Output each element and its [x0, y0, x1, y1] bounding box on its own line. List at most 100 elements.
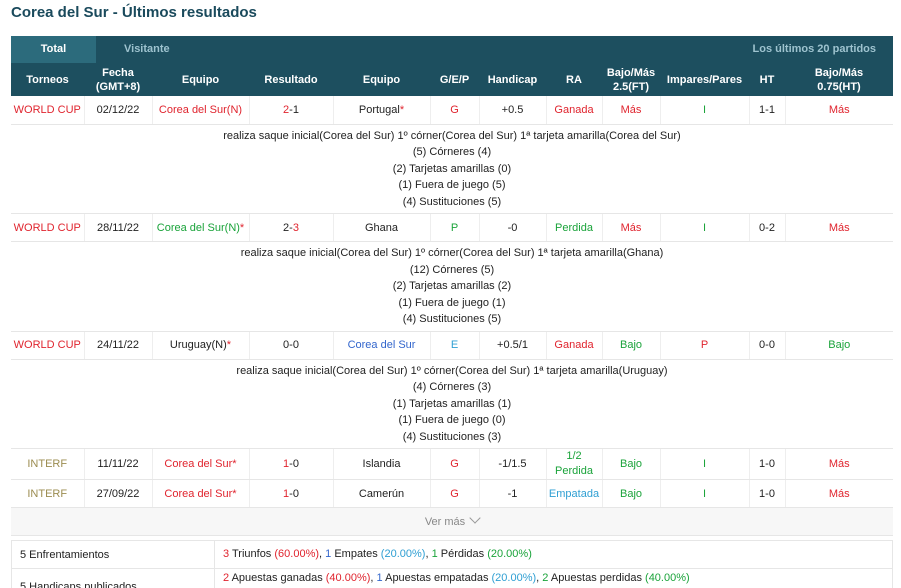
match-stat-line: realiza saque inicial(Corea del Sur) 1º …	[223, 129, 681, 142]
column-header: G/E/P	[430, 63, 479, 96]
column-header-label: Equipo	[362, 73, 401, 86]
away-team-star: *	[399, 103, 405, 116]
home-team-star: *	[226, 339, 232, 351]
away-team-name[interactable]: Ghana	[364, 221, 399, 234]
losses-count: 1	[431, 548, 438, 560]
won-bets-count: 2	[223, 572, 230, 584]
away-team-name[interactable]: Camerún	[358, 487, 405, 500]
score-separator: -	[289, 487, 293, 500]
home-team-name[interactable]: Corea del Sur(N)	[158, 103, 243, 116]
page-title: Corea del Sur - Últimos resultados	[11, 4, 257, 21]
separator: ,	[319, 548, 326, 560]
over-under-ht-cell: Más	[785, 96, 893, 125]
score-away: 1	[292, 103, 299, 116]
match-detail-cell: realiza saque inicial(Corea del Sur) 1º …	[11, 359, 893, 449]
ra-cell: 1/2 Perdida	[546, 448, 603, 480]
score-home: 1	[283, 458, 290, 470]
table-row: INTERF 11/11/22 Corea del Sur* 1-0 Islandia G…	[11, 448, 893, 480]
ra-value: 1/2	[566, 450, 582, 462]
away-team-cell[interactable]: Portugal*	[333, 96, 431, 125]
score-separator: -	[289, 103, 293, 116]
home-team-cell[interactable]: Corea del Sur*	[152, 448, 250, 480]
result-gep-cell: E	[430, 331, 480, 360]
summary-label: 5 Handicaps publicados	[12, 569, 215, 588]
over-under-ht-cell: Más	[785, 479, 893, 508]
date-cell: 27/09/22	[84, 479, 153, 508]
column-header-label: HT	[759, 73, 775, 86]
match-detail-row: realiza saque inicial(Corea del Sur) 1º …	[11, 124, 893, 214]
column-header: Fecha (GMT+8)	[84, 63, 152, 96]
away-team-cell[interactable]: Ghana	[333, 213, 431, 242]
ht-score-cell: 1-0	[749, 448, 786, 480]
column-header-label: Handicap	[487, 73, 538, 86]
draws-pct: (20.00%)	[380, 548, 426, 560]
score-cell[interactable]: 1-0	[249, 448, 334, 480]
won-bets-text: Apuestas ganadas	[229, 572, 326, 584]
home-team-cell[interactable]: Corea del Sur(N)*	[152, 213, 250, 242]
home-team-cell[interactable]: Corea del Sur(N)	[152, 96, 250, 125]
column-header: Resultado	[249, 63, 333, 96]
away-team-name[interactable]: Corea del Sur	[347, 339, 416, 351]
match-detail-cell: realiza saque inicial(Corea del Sur) 1º …	[11, 124, 893, 214]
home-team-name[interactable]: Corea del Sur	[164, 487, 233, 500]
summary-value: 3 Triunfos (60.00%), 1 Empates (20.00%),…	[215, 541, 892, 568]
away-team-name[interactable]: Portugal	[358, 103, 400, 116]
date-cell: 11/11/22	[84, 448, 153, 480]
column-header-label: Bajo/Más	[814, 66, 864, 79]
home-team-name[interactable]: Corea del Sur	[164, 458, 233, 470]
match-stat-line: (12) Córneres (5)	[409, 263, 495, 276]
over-under-ft-cell: Bajo	[602, 448, 661, 480]
column-header-label: Bajo/Más	[606, 66, 656, 79]
score-separator: -	[289, 221, 293, 234]
over-under-ft-cell: Bajo	[602, 479, 661, 508]
score-cell[interactable]: 0-0	[249, 331, 334, 360]
away-team-name[interactable]: Islandia	[362, 458, 401, 470]
home-team-star: *	[232, 458, 237, 470]
score-separator: -	[289, 339, 293, 351]
date-cell: 02/12/22	[84, 96, 153, 125]
tournament-cell[interactable]: WORLD CUP	[11, 331, 85, 360]
ra-value: Ganada	[554, 103, 594, 116]
result-gep-cell: G	[430, 479, 480, 508]
match-stat-line: (1) Fuera de juego (0)	[398, 414, 506, 426]
home-team-name[interactable]: Corea del Sur(N)	[156, 221, 240, 234]
handicap-cell: -1/1.5	[479, 448, 547, 480]
results-panel: Total Visitante Los últimos 20 partidos …	[11, 36, 893, 588]
table-row: INTERF 27/09/22 Corea del Sur* 1-0 Camerún G -…	[11, 479, 893, 508]
result-gep-cell: G	[430, 448, 480, 480]
home-team-cell[interactable]: Corea del Sur*	[152, 479, 250, 508]
score-cell[interactable]: 2-3	[249, 213, 334, 242]
tournament-cell[interactable]: INTERF	[11, 479, 85, 508]
match-stat-line: (5) Córneres (4)	[412, 146, 492, 158]
column-header-label: 2.5(FT)	[612, 80, 650, 93]
over-under-ft-cell: Más	[602, 213, 661, 242]
column-header: Bajo/Más 2.5(FT)	[602, 63, 660, 96]
odd-even-cell: I	[660, 213, 750, 242]
column-header: Torneos	[11, 63, 84, 96]
tab-visitante[interactable]: Visitante	[124, 43, 170, 55]
last-matches-selector[interactable]: Los últimos 20 partidos	[752, 43, 876, 55]
losses-pct: (20.00%)	[487, 548, 532, 560]
home-team-name[interactable]: Uruguay(N)	[169, 339, 227, 351]
handicap-cell: -0	[479, 213, 547, 242]
tournament-cell[interactable]: WORLD CUP	[11, 213, 85, 242]
match-stat-line: realiza saque inicial(Corea del Sur) 1º …	[236, 364, 668, 377]
won-bets-pct: (40.00%)	[325, 572, 371, 584]
summary-row-handicaps: 5 Handicaps publicados 2 Apuestas ganada…	[12, 569, 892, 588]
score-cell[interactable]: 1-0	[249, 479, 334, 508]
ver-mas-button[interactable]: Ver más	[11, 508, 893, 536]
date-cell: 28/11/22	[84, 213, 153, 242]
wins-pct: (60.00%)	[274, 548, 320, 560]
tab-total[interactable]: Total	[11, 36, 96, 63]
home-team-cell[interactable]: Uruguay(N)*	[152, 331, 250, 360]
tournament-cell[interactable]: INTERF	[11, 448, 85, 480]
ra-value-2: Perdida	[555, 465, 593, 477]
away-team-cell[interactable]: Islandia	[333, 448, 431, 480]
score-cell[interactable]: 2-1	[249, 96, 334, 125]
score-home: 1	[283, 487, 290, 500]
column-header: Handicap	[479, 63, 546, 96]
tournament-cell[interactable]: WORLD CUP	[11, 96, 85, 125]
away-team-cell[interactable]: Corea del Sur	[333, 331, 431, 360]
ht-score-cell: 0-0	[749, 331, 786, 360]
away-team-cell[interactable]: Camerún	[333, 479, 431, 508]
